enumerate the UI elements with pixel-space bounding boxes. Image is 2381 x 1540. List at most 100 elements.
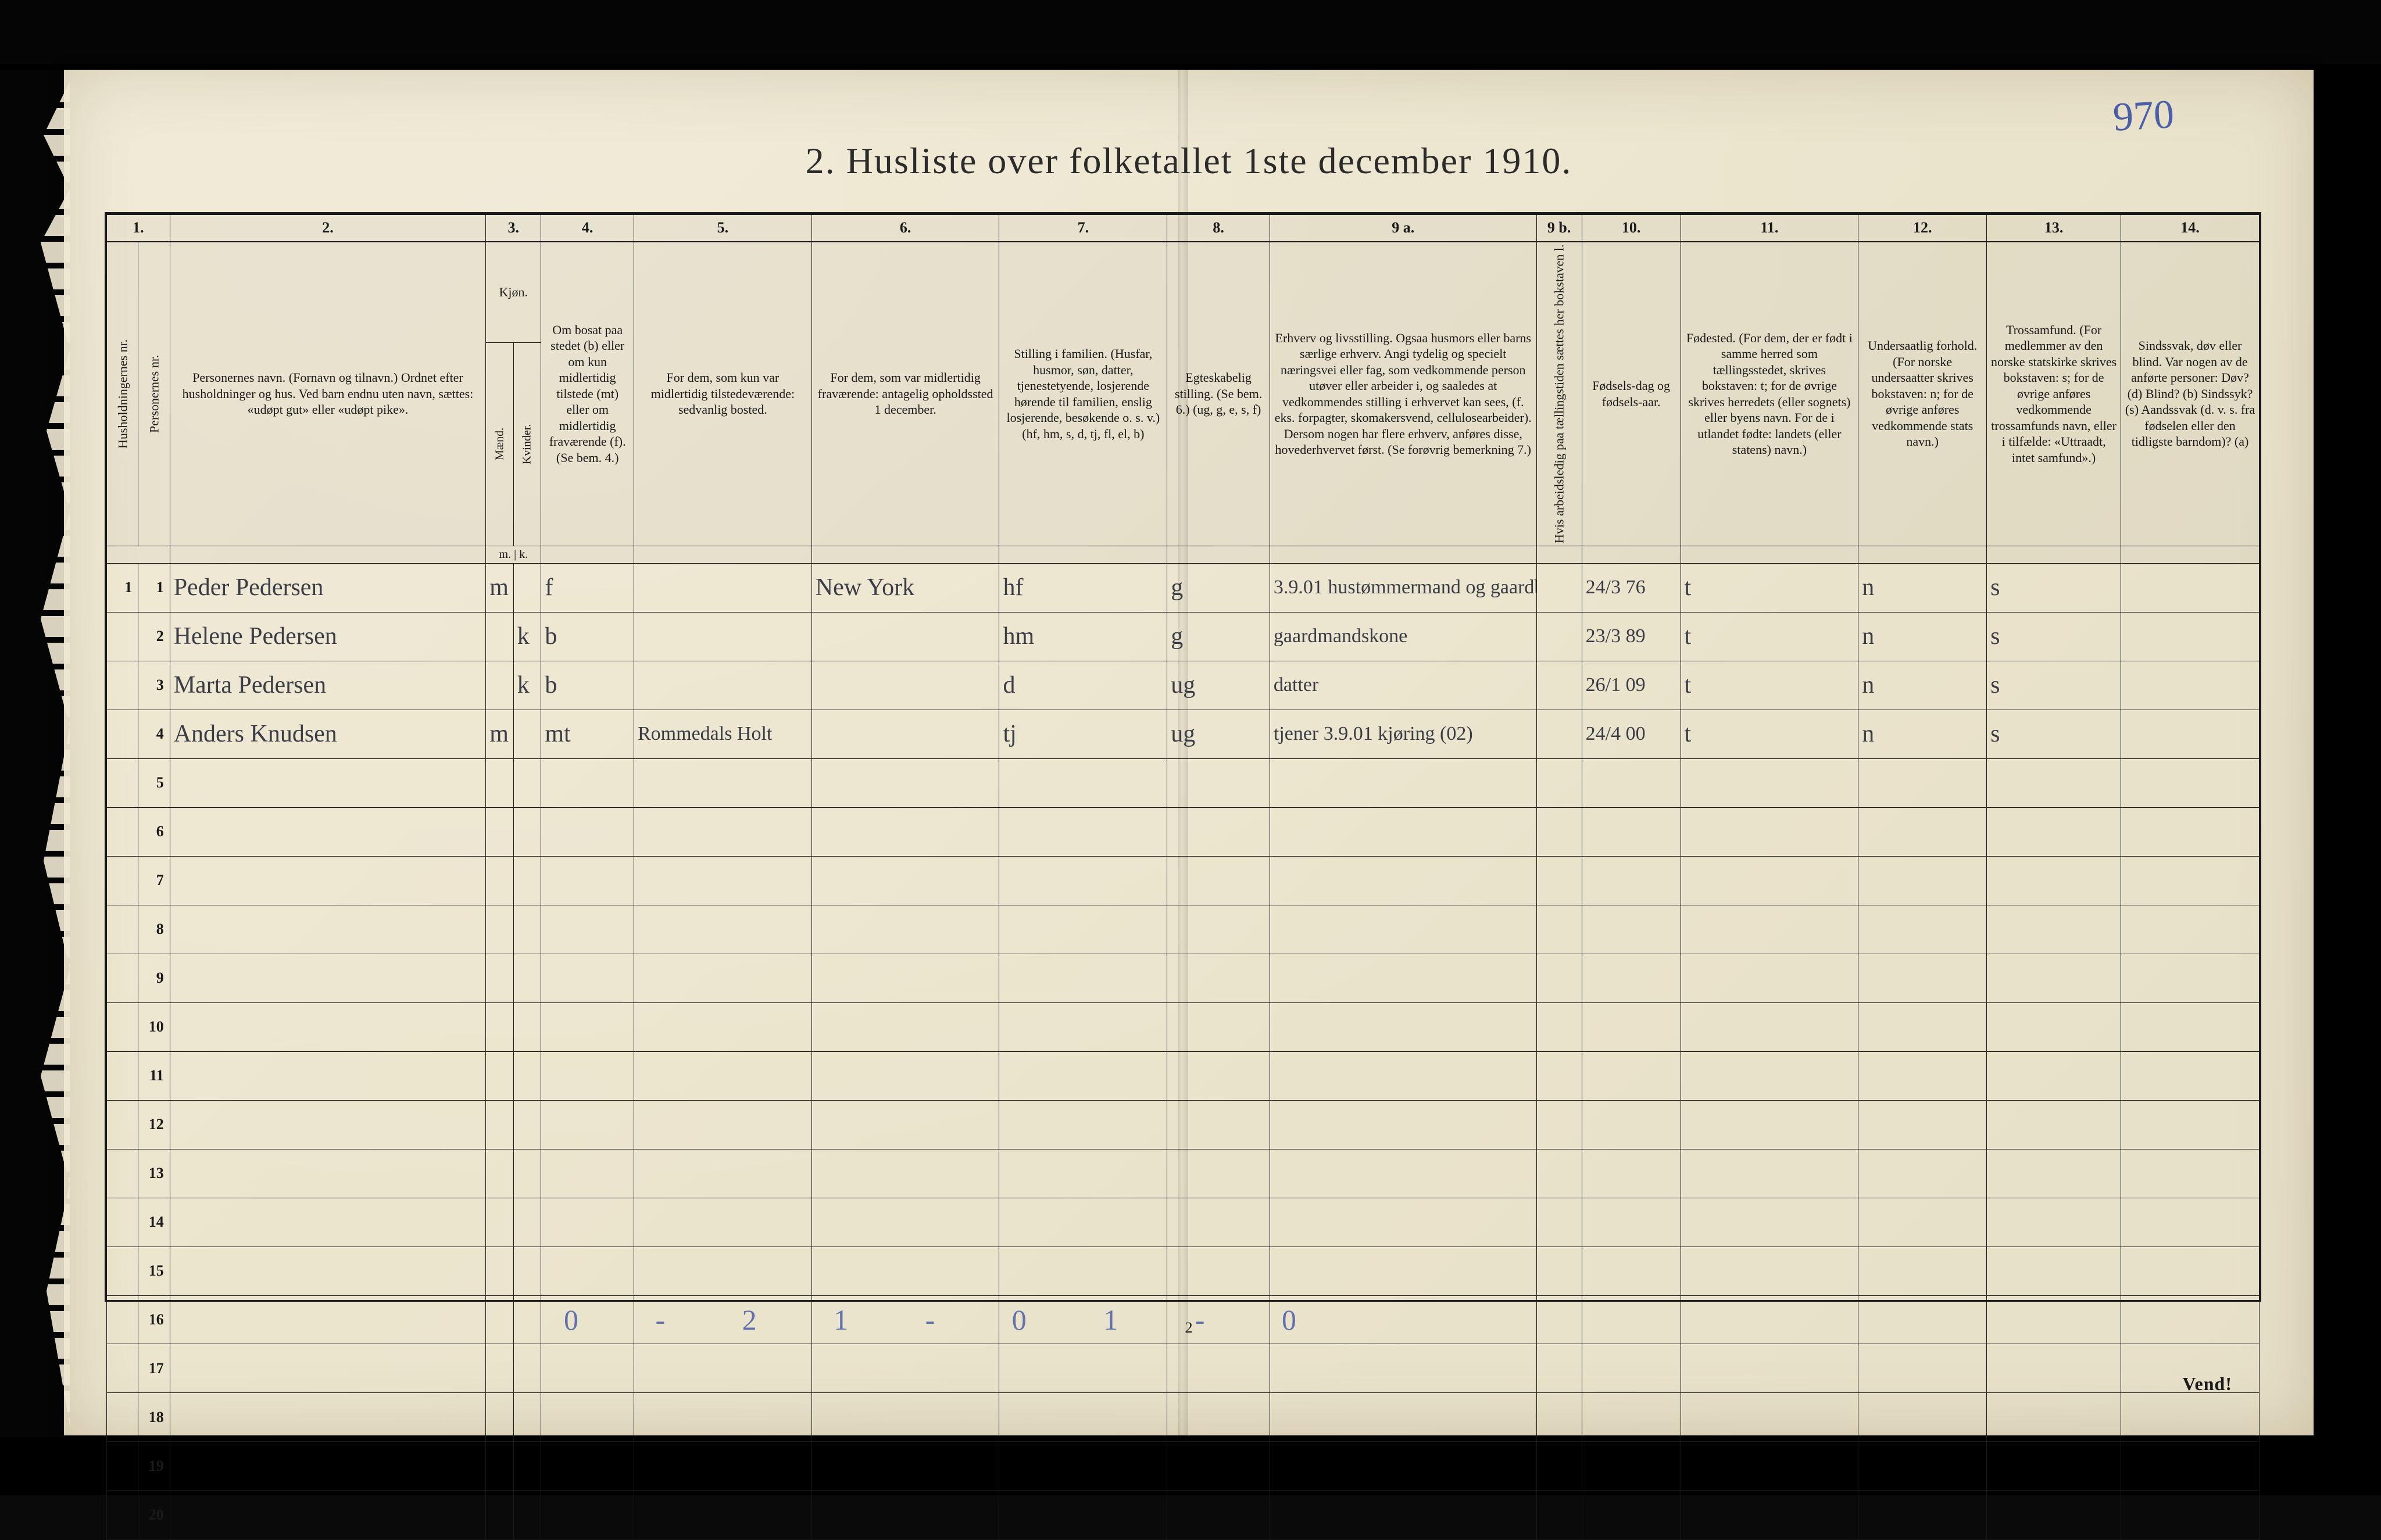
cell-empty xyxy=(486,856,514,905)
cell-empty xyxy=(1582,1051,1681,1100)
cell-empty xyxy=(634,1344,812,1393)
cell-empty xyxy=(1270,1344,1536,1393)
cell-empty xyxy=(1858,1100,1987,1149)
cell-fravarende xyxy=(811,710,999,758)
cell-egteskab: ug xyxy=(1167,710,1270,758)
cell-person-nr: 13 xyxy=(138,1149,170,1198)
colnum-4: 4. xyxy=(541,214,634,242)
cell-empty xyxy=(1987,1295,2121,1344)
cell-empty xyxy=(634,807,812,856)
cell-empty xyxy=(1987,954,2121,1002)
cell-empty xyxy=(541,807,634,856)
cell-hh xyxy=(107,1344,138,1393)
cell-undersaat: n xyxy=(1858,710,1987,758)
cell-empty xyxy=(170,1442,486,1491)
cell-empty xyxy=(1858,905,1987,954)
cell-empty xyxy=(170,807,486,856)
cell-empty xyxy=(1536,807,1582,856)
cell-empty xyxy=(1167,1002,1270,1051)
cell-sedvanlig xyxy=(634,661,812,710)
cell-name: Anders Knudsen xyxy=(170,710,486,758)
cell-empty xyxy=(999,1149,1167,1198)
cell-empty xyxy=(513,1295,541,1344)
table-row: 19 xyxy=(107,1442,2260,1491)
cell-empty xyxy=(999,1002,1167,1051)
cell-empty xyxy=(513,954,541,1002)
table-row: 18 xyxy=(107,1393,2260,1442)
cell-erhverv: datter xyxy=(1270,661,1536,710)
cell-empty xyxy=(486,954,514,1002)
cell-empty xyxy=(486,1247,514,1295)
cell-ledig xyxy=(1536,612,1582,661)
cell-empty xyxy=(2121,758,2260,807)
scan-top-margin xyxy=(0,0,2381,64)
document-paper: 970 2. Husliste over folketallet 1ste de… xyxy=(64,70,2314,1435)
cell-empty xyxy=(541,856,634,905)
cell-sex-k: k xyxy=(513,612,541,661)
cell-empty xyxy=(1681,1247,1858,1295)
cell-empty xyxy=(2121,1100,2260,1149)
header-fravarende: For dem, som var midlertidig fraværende:… xyxy=(811,242,999,546)
cell-empty xyxy=(1987,1149,2121,1198)
cell-empty xyxy=(1270,1491,1536,1539)
cell-empty xyxy=(1681,1100,1858,1149)
cell-empty xyxy=(1167,1344,1270,1393)
cell-empty xyxy=(1987,905,2121,954)
cell-empty xyxy=(811,1100,999,1149)
cell-empty xyxy=(1167,1149,1270,1198)
cell-empty xyxy=(1987,807,2121,856)
cell-empty xyxy=(634,1100,812,1149)
cell-empty xyxy=(486,1393,514,1442)
table-row: 12 xyxy=(107,1100,2260,1149)
header-familien: Stilling i familien. (Husfar, husmor, sø… xyxy=(999,242,1167,546)
cell-empty xyxy=(1681,1198,1858,1247)
cell-empty xyxy=(811,1442,999,1491)
cell-empty xyxy=(1270,1247,1536,1295)
cell-empty xyxy=(999,1100,1167,1149)
cell-tros: s xyxy=(1987,563,2121,612)
header-blank-1 xyxy=(107,546,170,563)
cell-hh xyxy=(107,1002,138,1051)
cell-empty xyxy=(170,758,486,807)
cell-person-nr: 3 xyxy=(138,661,170,710)
cell-person-nr: 18 xyxy=(138,1393,170,1442)
cell-person-nr: 11 xyxy=(138,1051,170,1100)
cell-sex-m xyxy=(486,661,514,710)
cell-empty xyxy=(513,1393,541,1442)
cell-fravarende: New York xyxy=(811,563,999,612)
header-mk: m. | k. xyxy=(486,546,541,563)
cell-empty xyxy=(1858,954,1987,1002)
header-blank-4 xyxy=(541,546,634,563)
cell-empty xyxy=(1582,1295,1681,1344)
cell-empty xyxy=(1987,1247,2121,1295)
cell-empty xyxy=(1681,1491,1858,1539)
colnum-1: 1. xyxy=(107,214,170,242)
cell-hh xyxy=(107,661,138,710)
cell-empty xyxy=(1582,1344,1681,1393)
cell-hh xyxy=(107,905,138,954)
cell-empty xyxy=(1582,1100,1681,1149)
cell-empty xyxy=(1582,1247,1681,1295)
cell-person-nr: 1 xyxy=(138,563,170,612)
cell-empty xyxy=(541,1149,634,1198)
form-title: 2. Husliste over folketallet 1ste decemb… xyxy=(64,139,2314,182)
header-sex: Kjøn. xyxy=(486,242,541,343)
header-bosat: Om bosat paa stedet (b) eller om kun mid… xyxy=(541,242,634,546)
cell-empty xyxy=(1167,1051,1270,1100)
cell-empty xyxy=(2121,807,2260,856)
cell-empty xyxy=(1858,1491,1987,1539)
cell-empty xyxy=(170,905,486,954)
header-hh-nr: Husholdningernes nr. xyxy=(107,242,138,546)
colnum-7: 7. xyxy=(999,214,1167,242)
cell-empty xyxy=(513,1442,541,1491)
footer-tally-handwritten: 0 - 2 1 - 0 1 - 0 xyxy=(564,1303,1314,1337)
cell-empty xyxy=(1987,758,2121,807)
cell-sex-m xyxy=(486,612,514,661)
cell-empty xyxy=(1582,1491,1681,1539)
cell-empty xyxy=(1167,1442,1270,1491)
table-row: 8 xyxy=(107,905,2260,954)
table-row: 13 xyxy=(107,1149,2260,1198)
cell-empty xyxy=(541,905,634,954)
cell-empty xyxy=(2121,1198,2260,1247)
cell-empty xyxy=(1858,1051,1987,1100)
